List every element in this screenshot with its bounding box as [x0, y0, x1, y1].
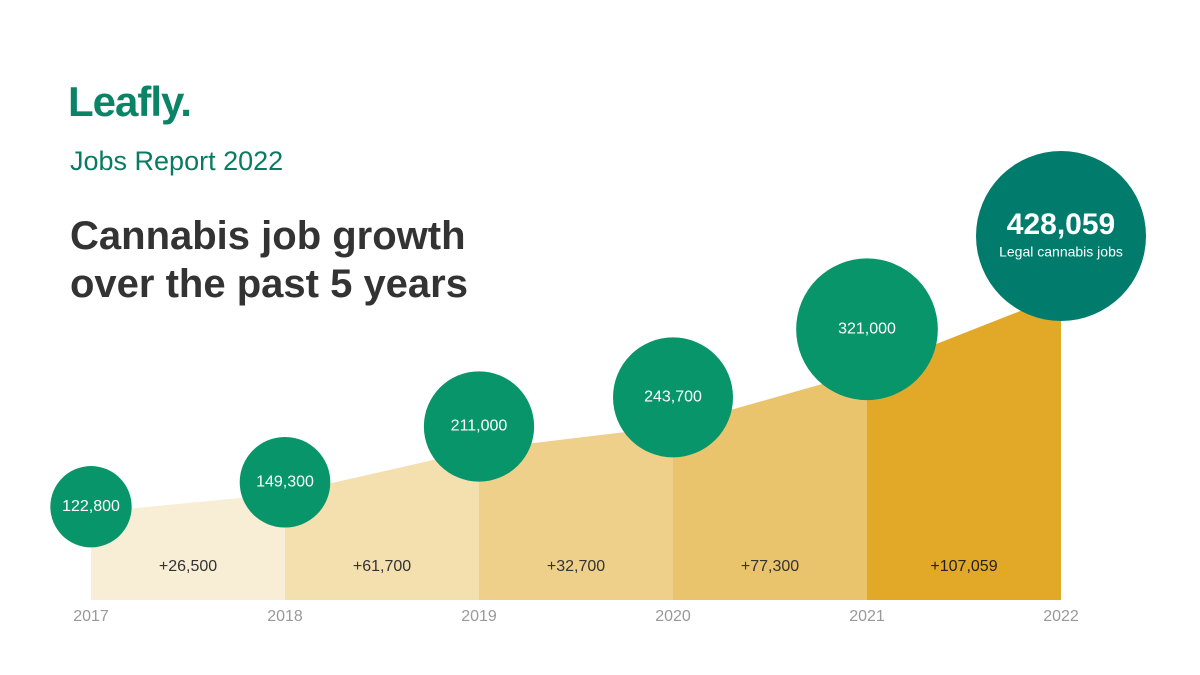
- increment-label: +107,059: [930, 558, 997, 575]
- year-label: 2018: [267, 608, 303, 625]
- value-label: 149,300: [256, 473, 314, 490]
- year-label: 2017: [73, 608, 109, 625]
- year-label: 2019: [461, 608, 497, 625]
- growth-segment: [479, 426, 673, 600]
- value-bubble: [239, 436, 331, 528]
- report-name: Jobs Report 2022: [70, 146, 284, 176]
- value-bubble: [613, 337, 733, 458]
- value-label: 321,000: [838, 320, 896, 337]
- year-label: 2022: [1043, 608, 1079, 625]
- year-label: 2021: [849, 608, 885, 625]
- value-bubble: [796, 258, 938, 401]
- brand-logo: Leafly.: [68, 78, 192, 125]
- increment-label: +26,500: [159, 558, 217, 575]
- highlight-note: Legal cannabis jobs: [999, 244, 1123, 260]
- value-bubble: [50, 466, 132, 548]
- value-label: 428,059: [1007, 208, 1115, 241]
- increment-label: +77,300: [741, 558, 799, 575]
- value-bubble: [976, 151, 1146, 321]
- growth-segment: [91, 493, 285, 600]
- value-bubble: [423, 371, 535, 482]
- increment-label: +32,700: [547, 558, 605, 575]
- year-label: 2020: [655, 608, 691, 625]
- chart-title: Cannabis job growth over the past 5 year…: [70, 214, 468, 306]
- value-label: 211,000: [451, 418, 508, 435]
- value-label: 243,700: [644, 389, 702, 406]
- value-label: 122,800: [62, 498, 120, 515]
- growth-segment: [285, 449, 479, 600]
- increment-label: +61,700: [353, 558, 411, 575]
